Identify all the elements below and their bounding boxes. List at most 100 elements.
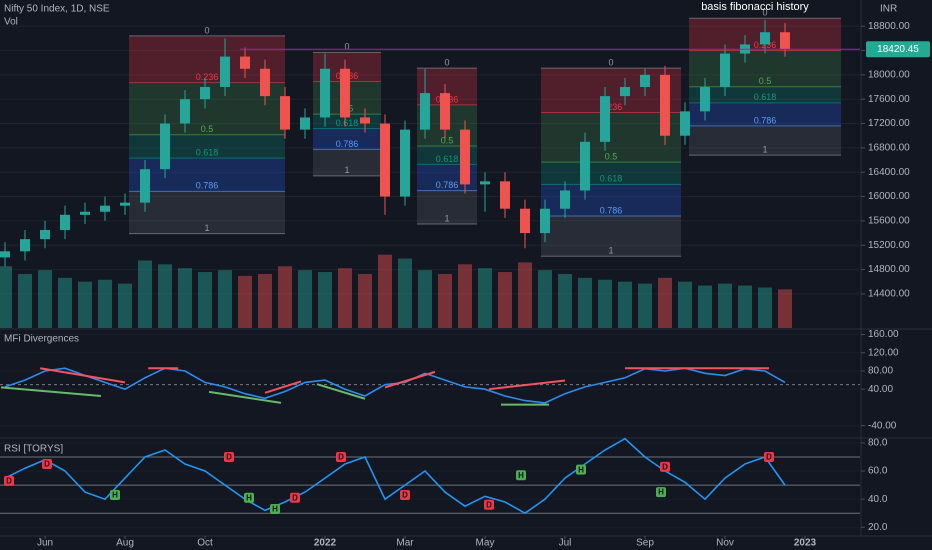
y-tick-label: 18800.00 — [868, 21, 910, 32]
candle-body — [420, 93, 430, 130]
candle-body — [680, 111, 690, 136]
rsi-marker-label: D — [402, 491, 408, 500]
symbol-title: Nifty 50 Index, 1D, NSE — [4, 4, 110, 15]
rsi-marker-label: D — [766, 453, 772, 462]
fib-level-label: 1 — [344, 165, 349, 175]
candle-body — [520, 208, 530, 234]
plot-layer: 14400.00 14800.00 15200.00 15600.00 16000.00… — [0, 8, 930, 549]
fib-band — [689, 50, 841, 87]
candle-body — [380, 123, 390, 197]
volume-bar — [658, 277, 672, 328]
volume-bar — [138, 260, 152, 328]
rsi-marker — [42, 459, 52, 470]
volume-bar — [378, 254, 392, 328]
volume-bar — [418, 270, 432, 328]
fib-level-label: 0.5 — [759, 76, 772, 86]
y-tick-label: 15600.00 — [868, 216, 910, 227]
fib-level-label: 0.5 — [605, 152, 618, 162]
fib-level-label: 0 — [762, 8, 767, 18]
volume-bar — [778, 289, 792, 328]
volume-bar — [458, 264, 472, 328]
volume-bar — [158, 264, 172, 328]
candle-body — [60, 214, 70, 231]
fib-band — [541, 68, 681, 113]
fib-band — [129, 158, 285, 192]
rsi-marker — [576, 464, 586, 475]
fib-band — [541, 162, 681, 185]
y-tick-label: 80.0 — [868, 438, 888, 449]
candle-body — [600, 96, 610, 142]
rsi-marker-label: H — [246, 493, 252, 502]
y-tick-label: 160.00 — [868, 329, 899, 340]
y-tick-label: 17200.00 — [868, 118, 910, 129]
rsi-marker-label: D — [292, 493, 298, 502]
rsi-marker — [336, 451, 346, 462]
candle-body — [120, 202, 130, 206]
fib-band — [313, 128, 381, 150]
candle-body — [260, 68, 270, 97]
fib-level-label: 0.786 — [754, 115, 777, 125]
currency: INR — [880, 4, 897, 15]
fib-band — [689, 86, 841, 103]
rsi-marker — [290, 492, 300, 503]
candle-body — [460, 129, 470, 185]
volume-bar — [398, 258, 412, 328]
x-tick-label: 2022 — [314, 538, 337, 549]
volume-bar — [58, 277, 72, 328]
x-tick-label: Mar — [396, 538, 414, 549]
candle-body — [360, 117, 370, 124]
rsi-marker — [110, 489, 120, 500]
volume-bar — [498, 272, 512, 328]
x-tick-label: Oct — [197, 538, 213, 549]
x-tick-label: Sep — [636, 538, 654, 549]
rsi-marker — [4, 475, 14, 486]
x-tick-label: May — [476, 538, 495, 549]
candle-body — [780, 32, 790, 50]
rsi-title: RSI [TORYS] — [4, 444, 63, 455]
divergence-line — [0, 386, 102, 398]
volume-bar — [638, 283, 652, 328]
y-tick-label: 16400.00 — [868, 167, 910, 178]
rsi-marker-label: D — [44, 460, 50, 469]
fib-level-label: 1 — [608, 246, 613, 256]
volume-bar — [678, 281, 692, 328]
volume-bar — [318, 272, 332, 328]
candle-body — [280, 96, 290, 130]
indicator-line — [4, 437, 786, 515]
rsi-marker — [224, 451, 234, 462]
y-tick-label: 16000.00 — [868, 191, 910, 202]
divergence-line — [40, 367, 126, 384]
fib-level-label: 1 — [204, 223, 209, 233]
volume-bar — [358, 273, 372, 328]
candle-body — [620, 87, 630, 97]
rsi-marker — [660, 461, 670, 472]
volume-bar — [518, 262, 532, 328]
candle-body — [220, 56, 230, 88]
candle-body — [240, 56, 250, 69]
annotation: basis fibonacci history — [701, 1, 809, 13]
volume-bar — [238, 275, 252, 328]
candle-body — [480, 181, 490, 185]
volume-bar — [18, 273, 32, 328]
candle-body — [400, 129, 410, 197]
candle-body — [100, 205, 110, 212]
volume-bar — [698, 285, 712, 328]
volume-bar — [598, 279, 612, 328]
volume-bar — [298, 270, 312, 328]
last-price-tag — [866, 41, 930, 58]
mfi-title: MFi Divergences — [4, 334, 79, 345]
y-tick-label: 40.0 — [868, 494, 888, 505]
fib-band — [541, 112, 681, 163]
fib-band — [689, 102, 841, 126]
fib-level-label: 0 — [204, 25, 209, 35]
y-tick-label: 40.00 — [868, 384, 893, 395]
candle-body — [720, 53, 730, 88]
candle-body — [760, 32, 770, 45]
candle-body — [640, 74, 650, 88]
fib-band — [689, 125, 841, 156]
fib-band — [313, 149, 381, 176]
candle-body — [340, 68, 350, 118]
fib-level-label: 0.618 — [600, 174, 623, 184]
x-tick-label: Jul — [559, 538, 572, 549]
